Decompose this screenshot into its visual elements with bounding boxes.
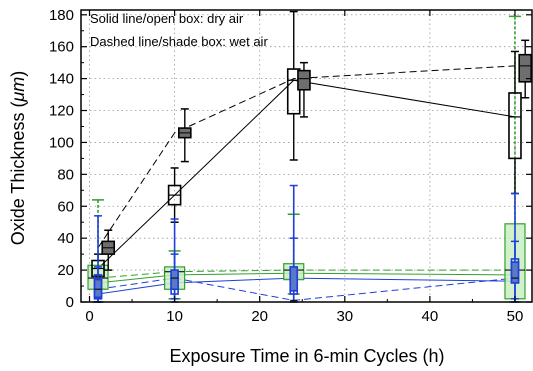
x-axis-title: Exposure Time in 6-min Cycles (h) xyxy=(169,346,444,366)
blue-wet-box-body xyxy=(289,266,299,292)
x-tick-label: 0 xyxy=(85,308,93,325)
black-wet-box xyxy=(178,108,192,163)
black-dry-box-body xyxy=(286,68,301,115)
blue-wet-box-body xyxy=(510,261,520,284)
y-tick-label: 60 xyxy=(57,198,74,215)
black-solid-medians-line xyxy=(97,79,516,269)
y-tick-label: 120 xyxy=(49,103,74,120)
y-tick-label: 20 xyxy=(57,262,74,279)
x-tick-label: 30 xyxy=(336,308,353,325)
black-wet-box xyxy=(518,39,532,99)
x-tick-label: 20 xyxy=(251,308,268,325)
box-plots xyxy=(87,10,532,303)
black-wet-box xyxy=(101,229,116,271)
blue-wet-box-body xyxy=(93,278,103,299)
blue-dashed-medians-line xyxy=(97,277,516,301)
black-dry-box xyxy=(167,167,182,223)
y-tick-label: 80 xyxy=(57,166,74,183)
y-tick-label: 140 xyxy=(49,71,74,88)
x-tick-label: 50 xyxy=(507,308,524,325)
green-solid-medians-line xyxy=(97,272,515,284)
black-wet-box-body xyxy=(297,69,311,91)
annotation-wet: Dashed line/shade box: wet air xyxy=(90,34,268,49)
grid xyxy=(81,10,532,303)
y-tick-label: 160 xyxy=(49,39,74,56)
blue-wet-box-body xyxy=(170,269,179,291)
y-axis-title-prefix: Oxide Thickness ( xyxy=(8,102,28,246)
black-wet-box-body xyxy=(518,53,532,83)
plot-frame xyxy=(80,9,533,303)
black-dashed-medians-line xyxy=(97,65,516,249)
legend-annotation: Solid line/open box: dry air Dashed line… xyxy=(90,11,268,49)
y-axis-title-unit: μm xyxy=(8,77,28,103)
blue-solid-medians-line xyxy=(97,277,515,295)
green-dashed-medians-line xyxy=(97,269,515,279)
y-axis-title-suffix: ) xyxy=(8,71,28,77)
y-tick-label: 180 xyxy=(49,7,74,24)
x-tick-label: 10 xyxy=(166,308,183,325)
axis-ticks: 0 10 20 30 40 50 0 20 40 60 80 100 120 140 160 180 xyxy=(49,7,532,325)
y-tick-label: 100 xyxy=(49,134,74,151)
x-tick-label: 40 xyxy=(422,308,439,325)
blue-wet-box xyxy=(170,253,179,300)
annotation-dry: Solid line/open box: dry air xyxy=(90,11,244,26)
trend-lines xyxy=(97,65,516,301)
black-dry-box-body xyxy=(508,92,522,160)
y-tick-label: 40 xyxy=(57,230,74,247)
y-tick-label: 0 xyxy=(66,294,74,311)
black-wet-box xyxy=(297,61,311,118)
y-axis-title: Oxide Thickness (μm) xyxy=(8,71,28,246)
black-dry-box xyxy=(286,10,301,161)
